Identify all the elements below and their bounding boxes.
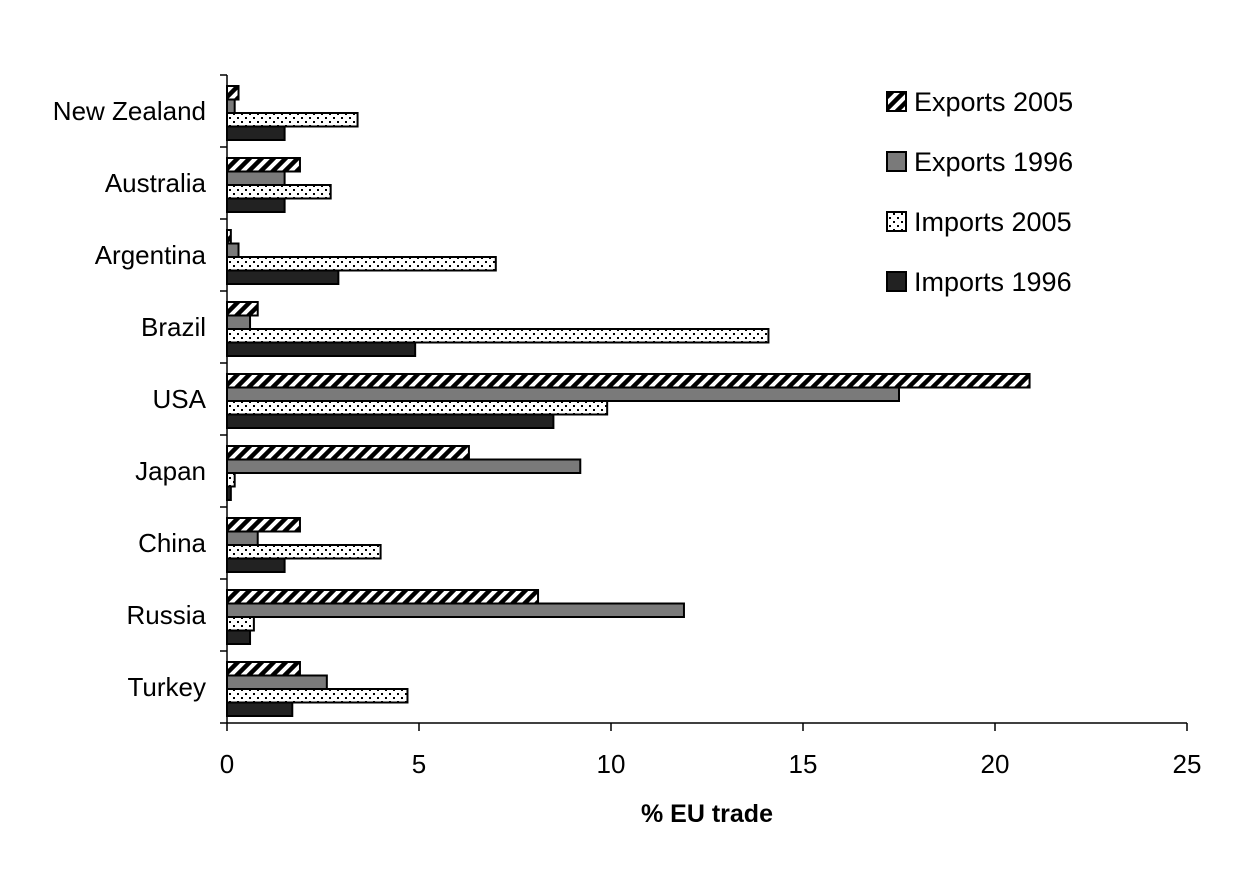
x-tick-label: 10 <box>597 749 626 779</box>
legend-label: Imports 1996 <box>914 267 1072 297</box>
bar <box>226 458 582 474</box>
bar <box>226 589 540 605</box>
bar <box>226 472 236 488</box>
legend-label: Exports 1996 <box>914 147 1073 177</box>
category-label: Japan <box>135 456 206 486</box>
bars-layer <box>226 85 1031 717</box>
legend-label: Exports 2005 <box>914 87 1073 117</box>
bar <box>226 602 685 618</box>
category-label: Turkey <box>128 672 207 702</box>
bar <box>226 413 555 429</box>
x-tick-label: 5 <box>412 749 426 779</box>
legend-swatch <box>886 211 907 232</box>
bar <box>226 301 259 317</box>
bar <box>226 616 255 632</box>
category-label: Russia <box>127 600 207 630</box>
x-tick-label: 0 <box>220 749 234 779</box>
bar <box>226 373 1031 389</box>
bar <box>226 661 301 677</box>
bar <box>226 125 286 141</box>
bar <box>226 197 286 213</box>
bar <box>226 98 236 114</box>
bar <box>226 242 240 258</box>
bar <box>226 688 409 704</box>
bar <box>226 445 470 461</box>
category-label: USA <box>153 384 207 414</box>
category-label: China <box>138 528 206 558</box>
bar <box>226 400 609 416</box>
bar <box>226 157 301 173</box>
bar <box>226 557 286 573</box>
category-label: Australia <box>105 168 207 198</box>
bar <box>226 674 328 690</box>
bar <box>226 184 332 200</box>
x-tick-label: 25 <box>1173 749 1202 779</box>
bar <box>226 386 900 402</box>
bar <box>226 85 240 101</box>
category-label: New Zealand <box>53 96 206 126</box>
bar <box>226 530 259 546</box>
x-tick-label: 15 <box>789 749 818 779</box>
legend: Exports 2005 Exports 1996 Imports 2005 Impo… <box>886 87 1073 297</box>
bar <box>226 112 359 128</box>
axes-layer <box>226 75 1187 724</box>
legend-swatch <box>886 271 907 292</box>
bar <box>226 517 301 533</box>
bar <box>226 314 252 330</box>
bar <box>226 341 417 357</box>
bar <box>226 256 497 272</box>
bar <box>226 170 286 186</box>
legend-swatch <box>886 91 907 112</box>
category-label: Brazil <box>141 312 206 342</box>
x-tick-label: 20 <box>981 749 1010 779</box>
ticks-layer <box>220 74 1188 731</box>
legend-label: Imports 2005 <box>914 207 1072 237</box>
legend-swatch <box>886 151 907 172</box>
bar <box>226 328 770 344</box>
bar <box>226 269 340 285</box>
labels-layer: New Zealand Australia Argentina Brazil USA Ja… <box>53 96 1202 779</box>
category-label: Argentina <box>95 240 207 270</box>
bar <box>226 544 382 560</box>
x-axis-title: % EU trade <box>641 800 773 828</box>
bar <box>226 701 294 717</box>
bar <box>226 629 252 645</box>
